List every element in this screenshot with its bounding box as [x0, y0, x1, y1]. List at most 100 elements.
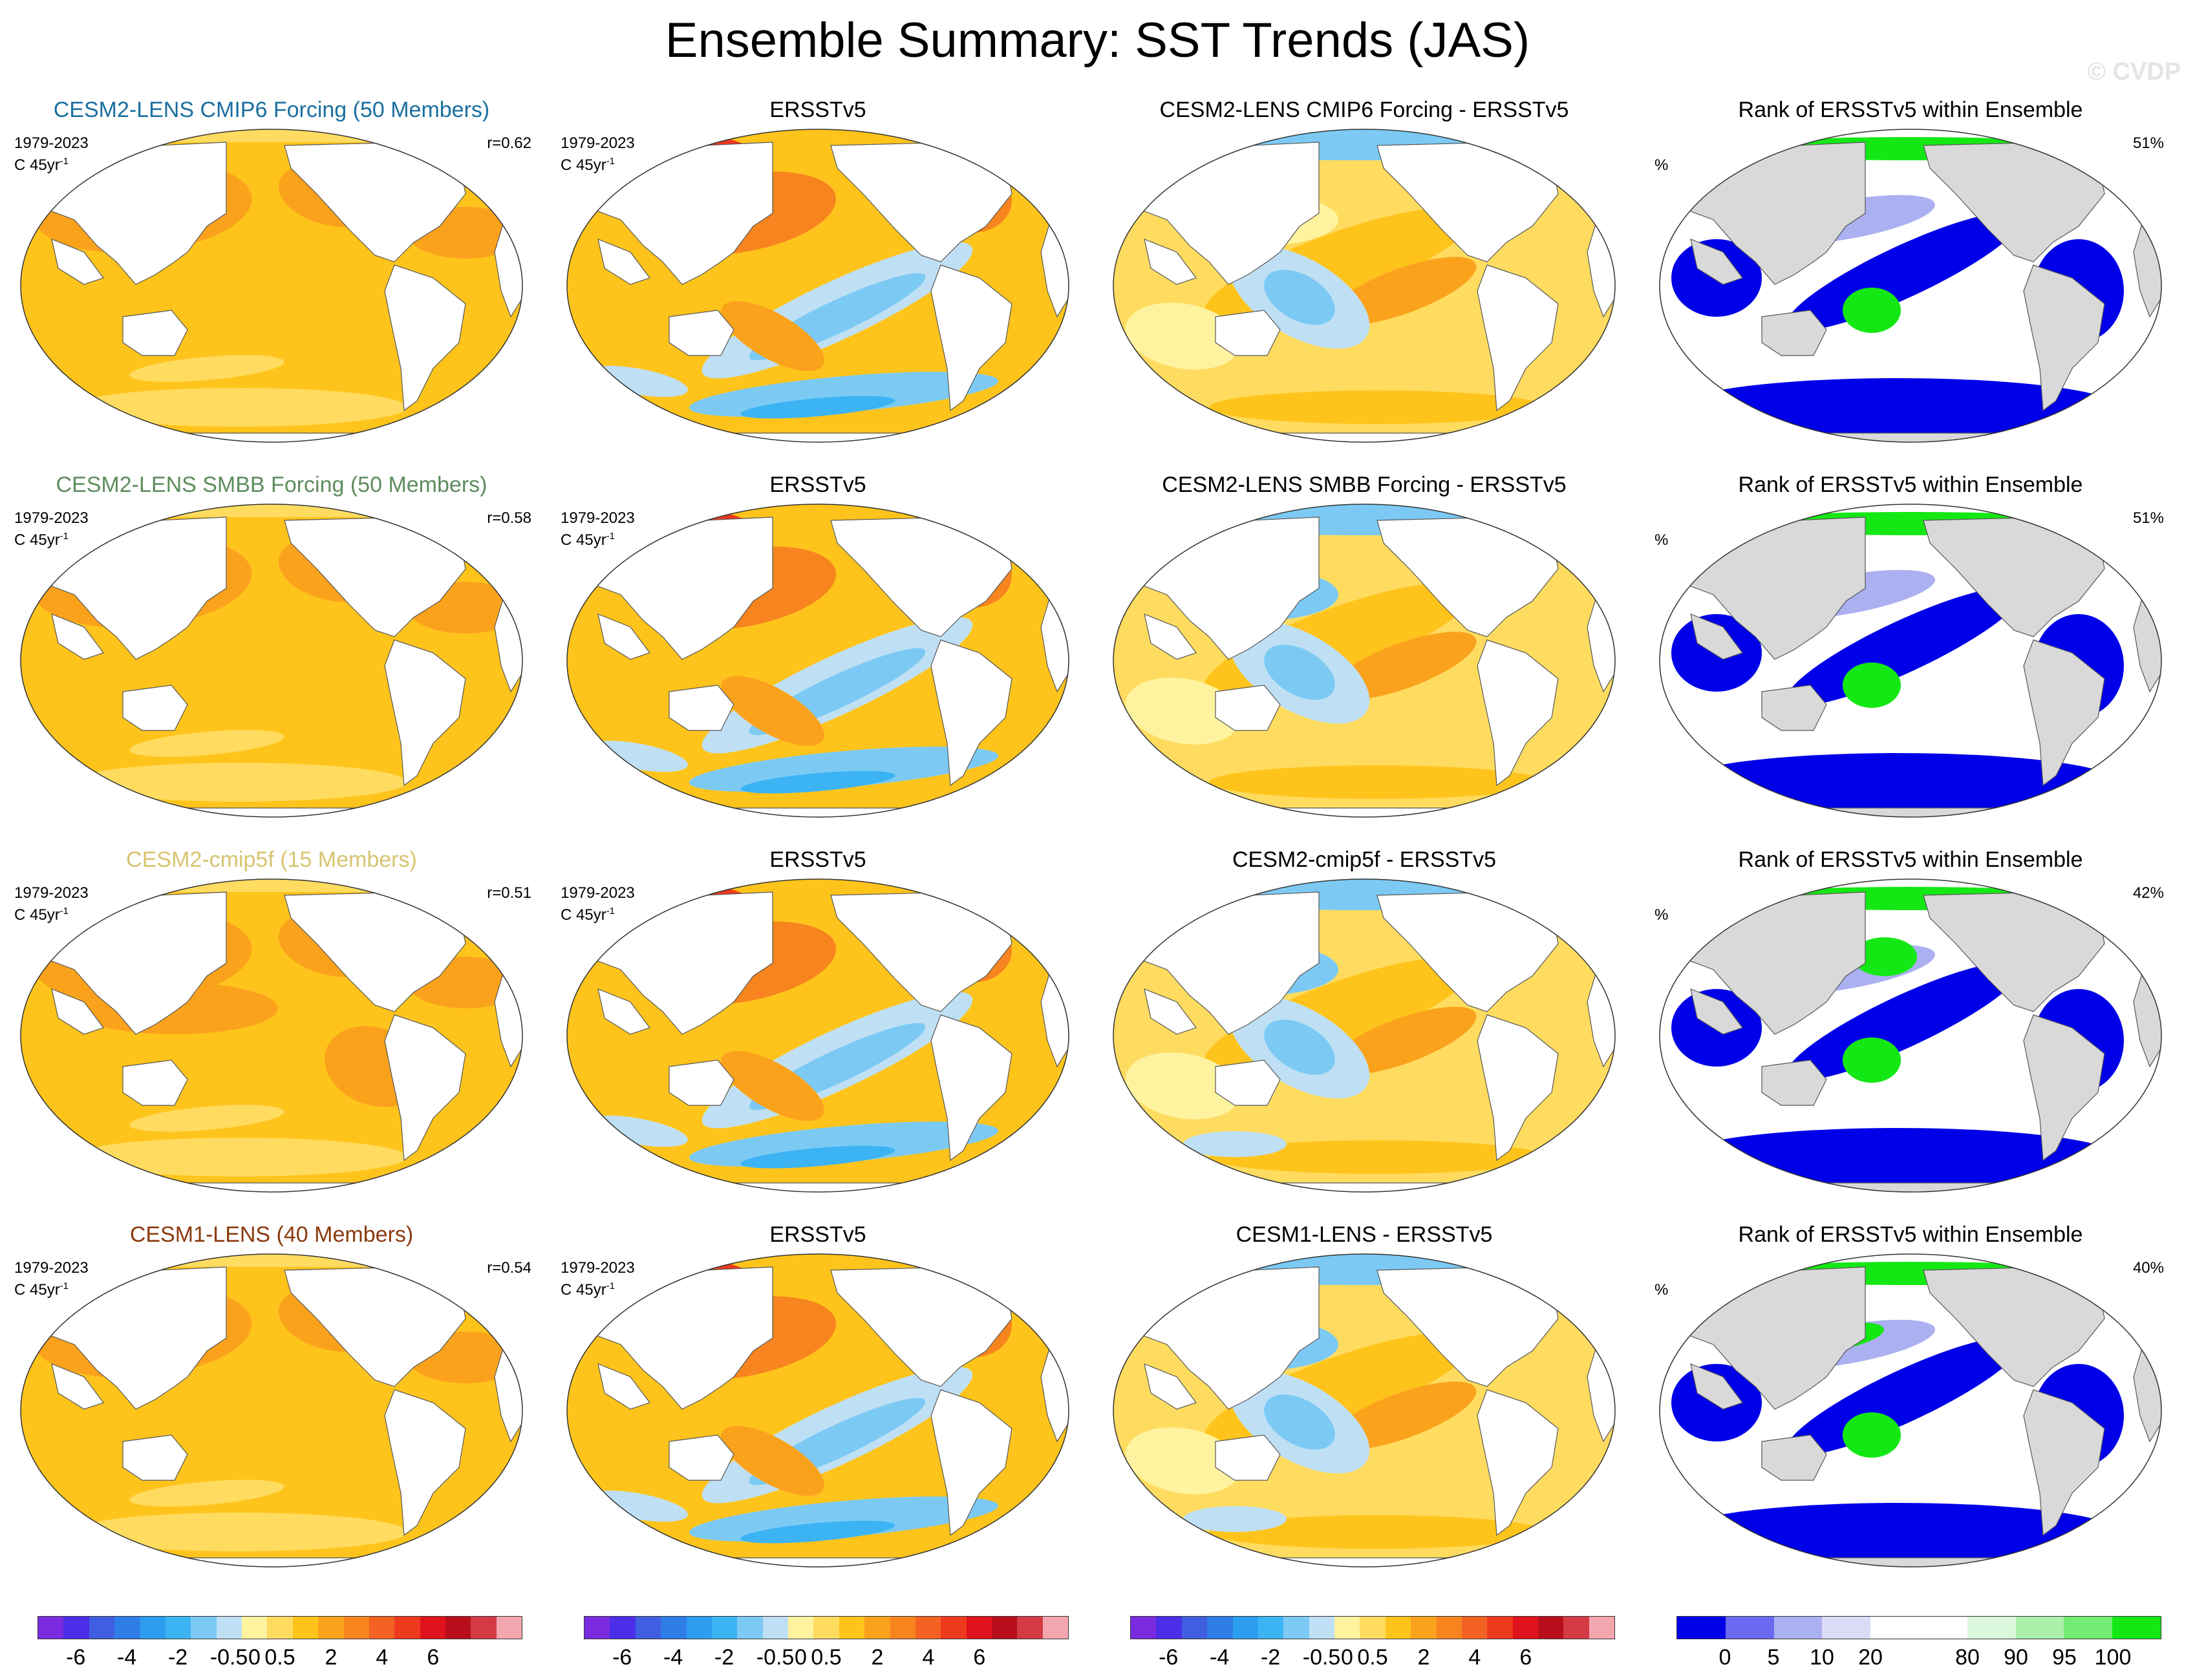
units-prefix: C 45yr [14, 156, 60, 174]
colorbar-swatch [1334, 1617, 1360, 1639]
map-border [1659, 1253, 2162, 1568]
map-field [1660, 879, 2161, 1192]
rank-unit-label: % [1654, 906, 1669, 924]
australia-landmass [669, 685, 734, 731]
colorbar-swatch [1538, 1617, 1564, 1639]
antarctica-landmass [109, 1557, 434, 1567]
map-field [1660, 129, 2161, 442]
south-america-landmass [2023, 264, 2105, 412]
colorbar-tick-label: 0.5 [264, 1645, 295, 1670]
map-panel-diff: CESM2-LENS CMIP6 Forcing - ERSSTv5 [1099, 97, 1629, 459]
colorbar-tick-label: 20 [1858, 1645, 1883, 1670]
maritime-continent-landmass [1144, 988, 1197, 1035]
map-border [1659, 504, 2162, 818]
map-border [1659, 878, 2162, 1193]
map-panel-rank: Rank of ERSSTv5 within Ensemble% 42% [1645, 847, 2176, 1209]
antarctica-landmass [656, 807, 980, 817]
map-field [21, 1254, 522, 1567]
rank-unit-label: % [1654, 156, 1669, 174]
colorbar-swatch [292, 1617, 319, 1639]
colorbar-swatch [369, 1617, 395, 1639]
australia-landmass [1215, 1059, 1281, 1106]
colorbar-swatch [661, 1617, 687, 1639]
map-panel-model: CESM2-cmip5f (15 Members) 1979-2023 C 45yr… [6, 847, 537, 1209]
units-label: C 45yr-1 [14, 902, 69, 924]
colorbar-tick-label: -0.5 [209, 1645, 248, 1670]
field-patch [740, 396, 895, 419]
page-title: Ensemble Summary: SST Trends (JAS) [665, 13, 1530, 68]
map-border [20, 878, 523, 1193]
field-patch [1209, 1140, 1545, 1174]
australia-landmass [122, 310, 188, 356]
map-field [1113, 504, 1615, 817]
units-exponent: -1 [59, 906, 69, 917]
panel-title: CESM2-LENS CMIP6 Forcing (50 Members) [53, 98, 490, 122]
colorbar-swatch [1461, 1617, 1488, 1639]
maritime-continent-landmass [51, 1363, 104, 1410]
maritime-continent-landmass [597, 988, 650, 1035]
correlation-label: r=0.58 [487, 509, 531, 527]
trend-colorbar: -6 -4 -2 -0.5 0 0.5 2 4 6 [1130, 1616, 1615, 1674]
colorbar-swatch [686, 1617, 712, 1639]
colorbar-swatch [1207, 1617, 1233, 1639]
field-patch [129, 1480, 284, 1507]
colorbar-swatch [1773, 1617, 1823, 1639]
field-patch [1264, 1394, 1335, 1450]
colorbar-swatches [37, 1616, 522, 1639]
colorbar-tick-label: 0 [1341, 1645, 1353, 1670]
period-label: 1979-2023 [14, 884, 89, 902]
maritime-continent-landmass [51, 613, 104, 660]
colorbar-swatch [737, 1617, 763, 1639]
map-field [1113, 129, 1615, 442]
colorbar-swatch [864, 1617, 890, 1639]
map-border [566, 878, 1069, 1193]
colorbar-swatch [1487, 1617, 1513, 1639]
colorbar-swatch [191, 1617, 217, 1639]
colorbar-swatch [242, 1617, 268, 1639]
colorbar-swatch [1283, 1617, 1309, 1639]
map-panel-rank: Rank of ERSSTv5 within Ensemble% 51% [1645, 472, 2176, 834]
colorbar-swatch [496, 1617, 522, 1639]
colorbar-swatches [584, 1616, 1069, 1639]
units-exponent: -1 [606, 531, 616, 542]
maritime-continent-landmass [597, 613, 650, 660]
colorbar-swatch [140, 1617, 166, 1639]
rank-unit-label: % [1654, 531, 1669, 549]
colorbar-tick-label: -4 [663, 1645, 683, 1670]
australia-landmass [1761, 685, 1827, 731]
map-panel-model: CESM1-LENS (40 Members) 1979-2023 C 45yr-1… [6, 1222, 537, 1584]
australia-landmass [1215, 310, 1281, 356]
colorbar-tick-label: -0.5 [756, 1645, 795, 1670]
australia-landmass [669, 1434, 734, 1481]
field-patch [721, 301, 824, 372]
arctic-band [21, 879, 522, 892]
antarctica-landmass [656, 432, 980, 442]
period-label: 1979-2023 [14, 509, 89, 527]
colorbar-swatch [1563, 1617, 1589, 1639]
south-america-landmass [384, 264, 466, 412]
world-map-diff [1113, 1253, 1616, 1568]
arctic-band [21, 504, 522, 517]
colorbar-tick-label: 0.5 [1357, 1645, 1388, 1670]
field-patch [71, 388, 407, 427]
panel-title: ERSSTv5 [769, 847, 866, 872]
units-exponent: -1 [59, 531, 69, 542]
field-patch [1264, 270, 1335, 325]
map-panel-diff: CESM1-LENS - ERSSTv5 [1099, 1222, 1629, 1584]
south-america-landmass [930, 264, 1012, 412]
map-panel-diff: CESM2-LENS SMBB Forcing - ERSSTv5 [1099, 472, 1629, 834]
colorbar-tick-label: 80 [1955, 1645, 1980, 1670]
colorbar-swatch [1589, 1617, 1615, 1639]
map-border [1113, 129, 1616, 443]
colorbar-tick-label: 4 [376, 1645, 389, 1670]
colorbar-tick-label: 0 [795, 1645, 807, 1670]
colorbar-swatch [762, 1617, 788, 1639]
panel-title: ERSSTv5 [769, 98, 866, 122]
period-label: 1979-2023 [561, 884, 635, 902]
field-patch [721, 675, 824, 747]
south-america-landmass [2023, 1014, 2105, 1162]
colorbar-swatch [165, 1617, 191, 1639]
australia-landmass [1215, 685, 1281, 731]
maritime-continent-landmass [597, 239, 650, 285]
south-america-landmass [384, 639, 466, 787]
